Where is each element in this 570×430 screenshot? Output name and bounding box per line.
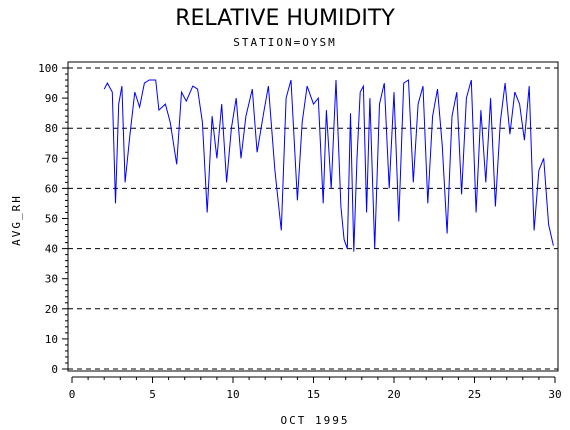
x-tick-label: 20 bbox=[387, 388, 400, 401]
y-tick-label: 10 bbox=[45, 333, 58, 346]
y-tick-label: 0 bbox=[51, 363, 58, 376]
gridlines bbox=[68, 67, 558, 370]
series-line-0 bbox=[103, 79, 554, 252]
y-axis-label: AVG_RH bbox=[10, 194, 23, 246]
y-tick-label: 40 bbox=[45, 243, 58, 256]
x-tick-label: 15 bbox=[307, 388, 320, 401]
x-axis-label: OCT 1995 bbox=[281, 414, 350, 427]
x-tick-label: 30 bbox=[548, 388, 561, 401]
chart-title: RELATIVE HUMIDITY bbox=[175, 6, 395, 31]
y-tick-label: 30 bbox=[45, 273, 58, 286]
x-tick-label: 25 bbox=[468, 388, 481, 401]
y-tick-label: 50 bbox=[45, 213, 58, 226]
y-tick-label: 90 bbox=[45, 92, 58, 105]
y-tick-label: 20 bbox=[45, 303, 58, 316]
y-tick-label: 100 bbox=[38, 62, 58, 75]
plot-frame bbox=[67, 61, 559, 372]
x-tick-label: 5 bbox=[149, 388, 156, 401]
series-group bbox=[103, 79, 554, 252]
y-tick-label: 70 bbox=[45, 152, 58, 165]
chart-subtitle: STATION=OYSM bbox=[233, 36, 337, 49]
x-tick-label: 0 bbox=[69, 388, 76, 401]
x-axis: 0 5 10 15 20 25 30 bbox=[69, 376, 562, 401]
y-tick-label: 80 bbox=[45, 122, 58, 135]
y-axis: 0 10 20 30 40 50 60 70 80 90 100 bbox=[38, 62, 68, 376]
y-tick-label: 60 bbox=[45, 182, 58, 195]
x-tick-label: 10 bbox=[226, 388, 239, 401]
